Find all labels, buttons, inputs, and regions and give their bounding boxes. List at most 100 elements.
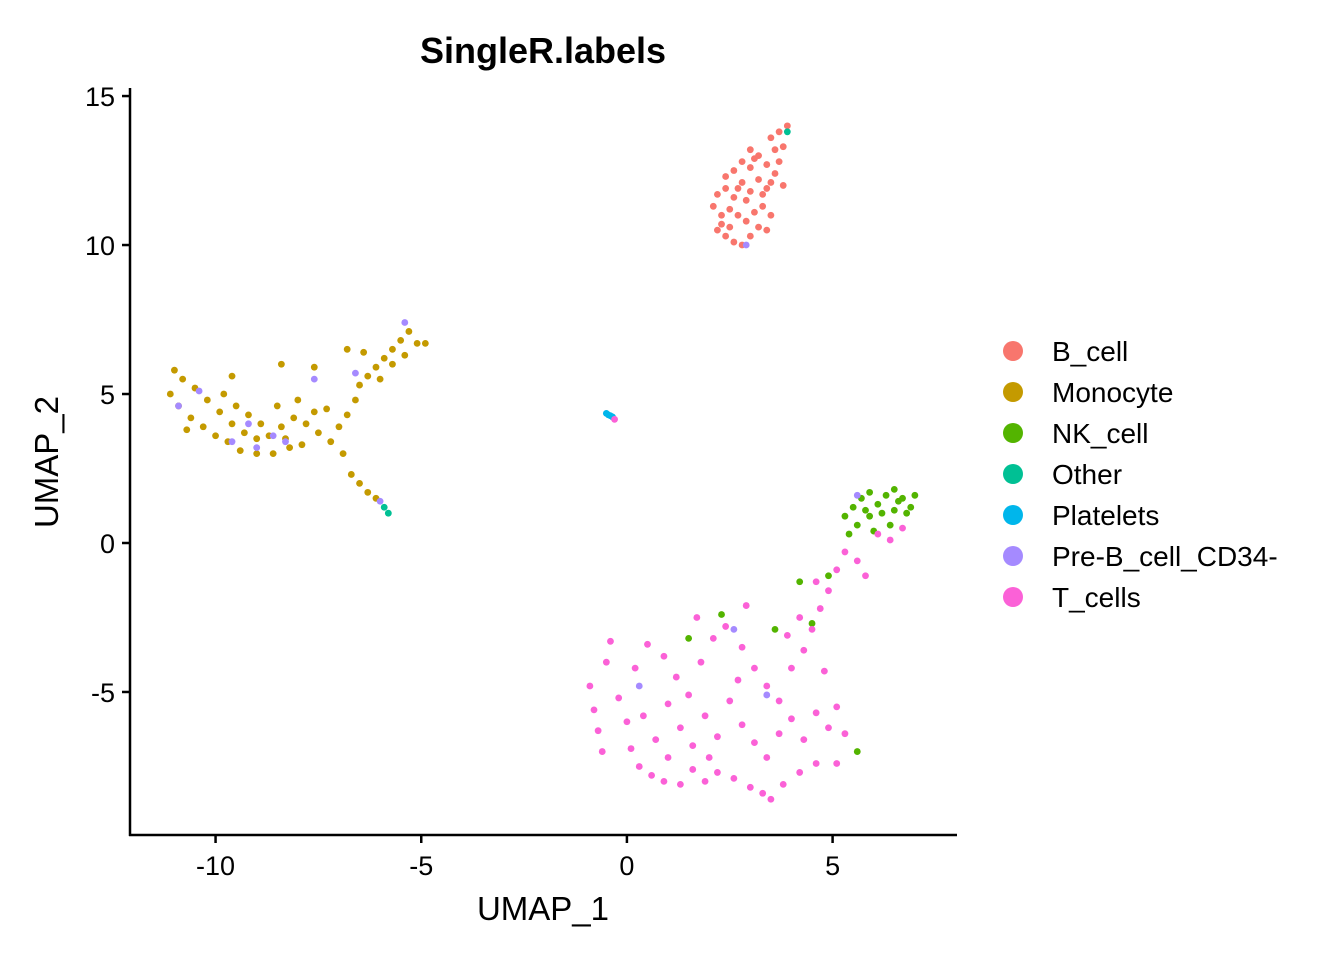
point — [779, 780, 787, 788]
point — [907, 503, 915, 511]
point — [705, 754, 713, 761]
series-Other — [380, 128, 791, 517]
point — [648, 772, 655, 779]
point — [352, 396, 359, 404]
point — [783, 128, 791, 136]
point — [775, 697, 783, 705]
point — [672, 673, 680, 681]
point — [841, 512, 849, 520]
point — [751, 155, 758, 163]
point — [709, 202, 717, 210]
legend-key-dot — [1003, 464, 1023, 484]
point — [635, 682, 643, 690]
point — [895, 497, 902, 505]
point — [421, 339, 429, 347]
point — [899, 524, 906, 532]
point — [825, 724, 832, 732]
point — [771, 626, 779, 633]
point — [759, 190, 767, 198]
point — [607, 637, 614, 645]
point — [866, 488, 874, 496]
legend-key-dot — [1003, 505, 1023, 525]
point — [228, 438, 236, 446]
point — [886, 521, 894, 529]
point — [627, 745, 635, 752]
point — [771, 146, 779, 154]
point — [310, 375, 318, 383]
legend-item-Monocyte: Monocyte — [1003, 377, 1173, 408]
point — [179, 375, 187, 383]
point — [376, 497, 384, 505]
point — [718, 220, 725, 228]
point — [405, 328, 413, 335]
point — [195, 387, 203, 395]
point — [742, 217, 750, 225]
point — [220, 390, 228, 398]
point — [689, 766, 697, 773]
point — [339, 450, 347, 458]
point — [397, 336, 405, 344]
legend-item-Platelets: Platelets — [1003, 500, 1159, 531]
point — [347, 471, 355, 478]
point — [594, 727, 602, 735]
legend-label: T_cells — [1052, 582, 1141, 613]
point — [808, 626, 816, 633]
legend-key-dot — [1003, 546, 1023, 566]
point — [874, 530, 882, 538]
point — [800, 646, 808, 654]
point — [380, 354, 388, 362]
point — [240, 429, 248, 437]
point — [171, 366, 178, 374]
point — [808, 620, 816, 627]
point — [779, 182, 787, 189]
legend-item-Other: Other — [1003, 459, 1122, 490]
point — [866, 512, 874, 520]
point — [886, 536, 894, 544]
point — [315, 429, 322, 437]
point — [660, 652, 668, 660]
point — [602, 658, 610, 666]
y-axis-label: UMAP_2 — [28, 396, 65, 528]
point — [734, 211, 742, 219]
point — [796, 614, 804, 621]
point — [282, 438, 289, 446]
point — [763, 754, 771, 761]
legend: B_cell Monocyte NK_cell Other Platelets Pre-B… — [1003, 336, 1278, 613]
point — [775, 158, 783, 165]
point — [796, 769, 804, 776]
point — [327, 438, 335, 446]
point — [882, 491, 890, 499]
chart-title: SingleR.labels — [420, 30, 666, 71]
legend-key-dot — [1003, 382, 1023, 402]
point — [714, 190, 721, 198]
point — [845, 530, 853, 538]
point — [730, 167, 738, 174]
point — [389, 360, 396, 368]
point — [890, 506, 898, 514]
point — [253, 450, 261, 458]
point — [685, 634, 693, 642]
point — [364, 372, 372, 380]
point — [878, 509, 886, 517]
point — [726, 205, 734, 213]
point — [746, 232, 754, 240]
point — [911, 491, 919, 499]
point — [849, 503, 857, 511]
legend-label: NK_cell — [1052, 418, 1148, 449]
point — [269, 432, 277, 440]
point — [310, 408, 318, 416]
point — [874, 500, 882, 508]
point — [245, 420, 252, 428]
point — [763, 185, 771, 192]
point — [767, 179, 775, 186]
point — [343, 345, 351, 353]
point — [685, 691, 693, 699]
point — [853, 521, 861, 529]
x-tick-label: 0 — [619, 851, 634, 881]
point — [286, 444, 294, 452]
x-tick-label: -10 — [196, 851, 235, 881]
x-tick-label: 5 — [825, 851, 840, 881]
point — [841, 730, 849, 738]
point — [323, 405, 331, 413]
point — [833, 703, 841, 711]
